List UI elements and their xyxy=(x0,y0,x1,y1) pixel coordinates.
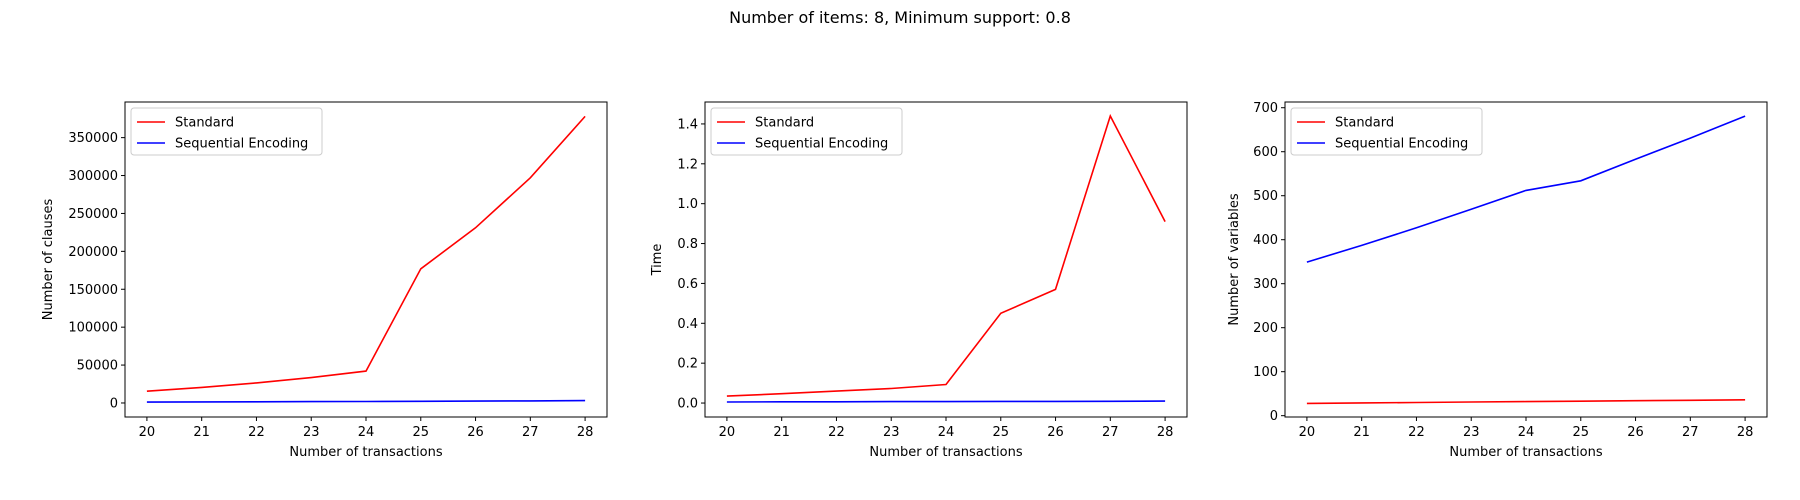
legend-label-standard: Standard xyxy=(755,116,814,131)
series-line-sequential-encoding xyxy=(1306,115,1746,263)
x-axis-label: Number of transactions xyxy=(869,445,1022,460)
x-tick-label: 24 xyxy=(938,425,955,440)
y-tick-label: 100 xyxy=(1253,365,1278,380)
x-tick-label: 22 xyxy=(1408,425,1425,440)
legend-label-sequential-encoding: Sequential Encoding xyxy=(175,137,308,152)
y-tick-label: 100000 xyxy=(68,321,118,336)
x-tick-label: 22 xyxy=(248,425,265,440)
y-tick-label: 600 xyxy=(1253,145,1278,160)
y-axis-label: Number of clauses xyxy=(41,199,56,321)
y-tick-label: 1.2 xyxy=(677,157,698,172)
x-tick-label: 24 xyxy=(1518,425,1535,440)
series-line-standard xyxy=(1306,399,1746,405)
legend-label-standard: Standard xyxy=(1335,116,1394,131)
x-tick-label: 20 xyxy=(719,425,736,440)
y-tick-label: 300000 xyxy=(68,169,118,184)
y-tick-label: 0.2 xyxy=(677,357,698,372)
y-tick-label: 0.0 xyxy=(677,397,698,412)
series-line-sequential-encoding xyxy=(726,400,1166,403)
y-tick-label: 1.0 xyxy=(677,197,698,212)
y-tick-label: 500 xyxy=(1253,189,1278,204)
y-tick-label: 250000 xyxy=(68,207,118,222)
x-tick-label: 25 xyxy=(1572,425,1589,440)
x-tick-label: 26 xyxy=(1627,425,1644,440)
y-axis-label: Time xyxy=(650,244,665,277)
x-tick-label: 20 xyxy=(139,425,156,440)
x-tick-label: 28 xyxy=(1157,425,1174,440)
x-tick-label: 23 xyxy=(303,425,320,440)
y-tick-label: 50000 xyxy=(77,359,118,374)
x-tick-label: 27 xyxy=(522,425,539,440)
x-tick-label: 21 xyxy=(1353,425,1370,440)
series-line-standard xyxy=(146,115,586,392)
legend-box xyxy=(710,107,903,156)
y-tick-label: 150000 xyxy=(68,283,118,298)
y-tick-label: 350000 xyxy=(68,131,118,146)
y-tick-label: 0.4 xyxy=(677,317,698,332)
x-tick-label: 26 xyxy=(1047,425,1064,440)
legend-box xyxy=(130,107,323,156)
y-tick-label: 200 xyxy=(1253,321,1278,336)
y-tick-label: 0.6 xyxy=(677,277,698,292)
legend-label-sequential-encoding: Sequential Encoding xyxy=(755,137,888,152)
y-tick-label: 300 xyxy=(1253,277,1278,292)
x-axis-label: Number of transactions xyxy=(289,445,442,460)
x-tick-label: 21 xyxy=(193,425,210,440)
x-tick-label: 23 xyxy=(1463,425,1480,440)
y-tick-label: 0 xyxy=(1270,409,1278,424)
x-tick-label: 27 xyxy=(1102,425,1119,440)
series-line-standard xyxy=(726,113,1166,397)
legend-box xyxy=(1290,107,1483,156)
x-tick-label: 24 xyxy=(358,425,375,440)
y-tick-label: 200000 xyxy=(68,245,118,260)
y-tick-label: 0.8 xyxy=(677,237,698,252)
y-tick-label: 700 xyxy=(1253,101,1278,116)
x-tick-label: 28 xyxy=(1737,425,1754,440)
figure-title: Number of items: 8, Minimum support: 0.8 xyxy=(729,8,1071,27)
x-axis-label: Number of transactions xyxy=(1449,445,1602,460)
y-tick-label: 1.4 xyxy=(677,117,698,132)
x-tick-label: 23 xyxy=(883,425,900,440)
x-tick-label: 26 xyxy=(467,425,484,440)
x-tick-label: 20 xyxy=(1299,425,1316,440)
x-tick-label: 25 xyxy=(992,425,1009,440)
chart-panel-1: 20 21 22 23 24 25 26 27 28 0 50000 100000 150000 2000… xyxy=(41,101,608,460)
x-tick-label: 21 xyxy=(773,425,790,440)
chart-panel-3: 20 21 22 23 24 25 26 27 28 0 100 200 300 400 500 600 700… xyxy=(1227,101,1768,460)
x-tick-label: 28 xyxy=(577,425,594,440)
y-tick-label: 0 xyxy=(110,396,118,411)
x-tick-label: 27 xyxy=(1682,425,1699,440)
series-line-sequential-encoding xyxy=(146,399,586,403)
legend-label-standard: Standard xyxy=(175,116,234,131)
x-tick-label: 25 xyxy=(412,425,429,440)
legend-label-sequential-encoding: Sequential Encoding xyxy=(1335,137,1468,152)
chart-panel-2: 20 21 22 23 24 25 26 27 28 0.0 0.2 0.4 0.6 0.8 1.0 1.2 1… xyxy=(650,101,1188,460)
y-axis-label: Number of variables xyxy=(1227,193,1242,325)
x-tick-label: 22 xyxy=(828,425,845,440)
y-tick-label: 400 xyxy=(1253,233,1278,248)
